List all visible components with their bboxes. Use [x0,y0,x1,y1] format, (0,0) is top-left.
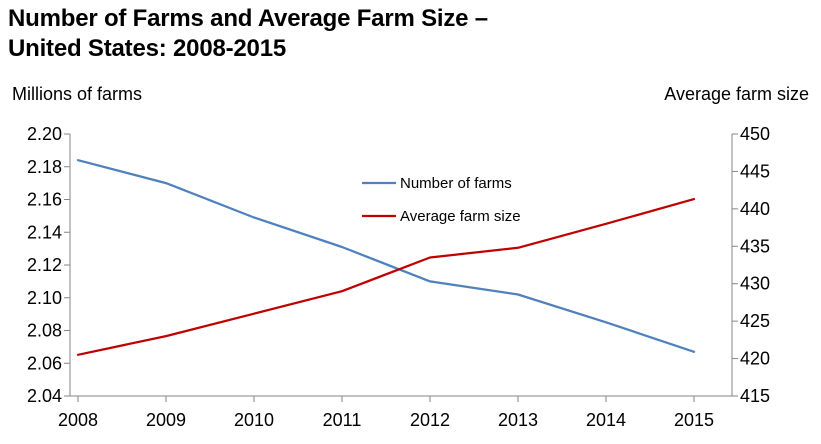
series-line-1 [76,159,696,353]
chart-axes [69,134,733,397]
y-right-tick-label: 425 [740,311,770,331]
x-tick-label: 2013 [498,410,538,430]
y-axis-left-label: Millions of farms [12,84,143,104]
series-line-2 [76,197,696,356]
y-right-tick-label: 435 [740,236,770,256]
x-tick-label: 2011 [323,410,362,430]
y-left-tick-label: 2.08 [27,321,62,341]
y-left-tick-label: 2.04 [27,386,62,406]
y-right-tick-label: 450 [740,124,770,144]
x-tick-label: 2012 [410,410,450,430]
y-right-tick-label: 415 [740,386,770,406]
y-right-tick-label: 445 [740,161,770,181]
chart-legend: Number of farms Average farm size [362,175,521,225]
x-tick-label: 2009 [146,410,186,430]
y-left-tick-label: 2.06 [27,353,62,373]
legend-label-2: Average farm size [400,208,521,225]
y-right-tick-label: 440 [740,199,770,219]
y-left-tick-label: 2.12 [27,255,62,275]
y-right-tick-label: 420 [740,349,770,369]
y-left-tick-label: 2.14 [27,222,62,242]
y-left-tick-label: 2.10 [27,288,62,308]
chart-title: Number of Farms and Average Farm Size – … [8,4,488,64]
chart-title-line-1: Number of Farms and Average Farm Size – [8,5,488,32]
chart-title-line-2: United States: 2008-2015 [8,35,286,62]
x-tick-label: 2010 [234,410,274,430]
y-left-tick-label: 2.18 [27,157,62,177]
y-axis-right-label: Average farm size [664,84,809,104]
x-tick-label: 2015 [674,410,714,430]
x-tick-label: 2014 [586,410,626,430]
x-tick-label: 2008 [58,410,98,430]
y-left-tick-label: 2.20 [27,124,62,144]
chart-ticks: 2.04 2.06 2.08 2.10 2.12 2.14 2.16 2.18 2.20 415 4… [27,124,770,430]
legend-label-1: Number of farms [400,175,512,192]
y-left-tick-label: 2.16 [27,190,62,210]
chart-lines [76,159,696,356]
y-right-tick-label: 430 [740,274,770,294]
